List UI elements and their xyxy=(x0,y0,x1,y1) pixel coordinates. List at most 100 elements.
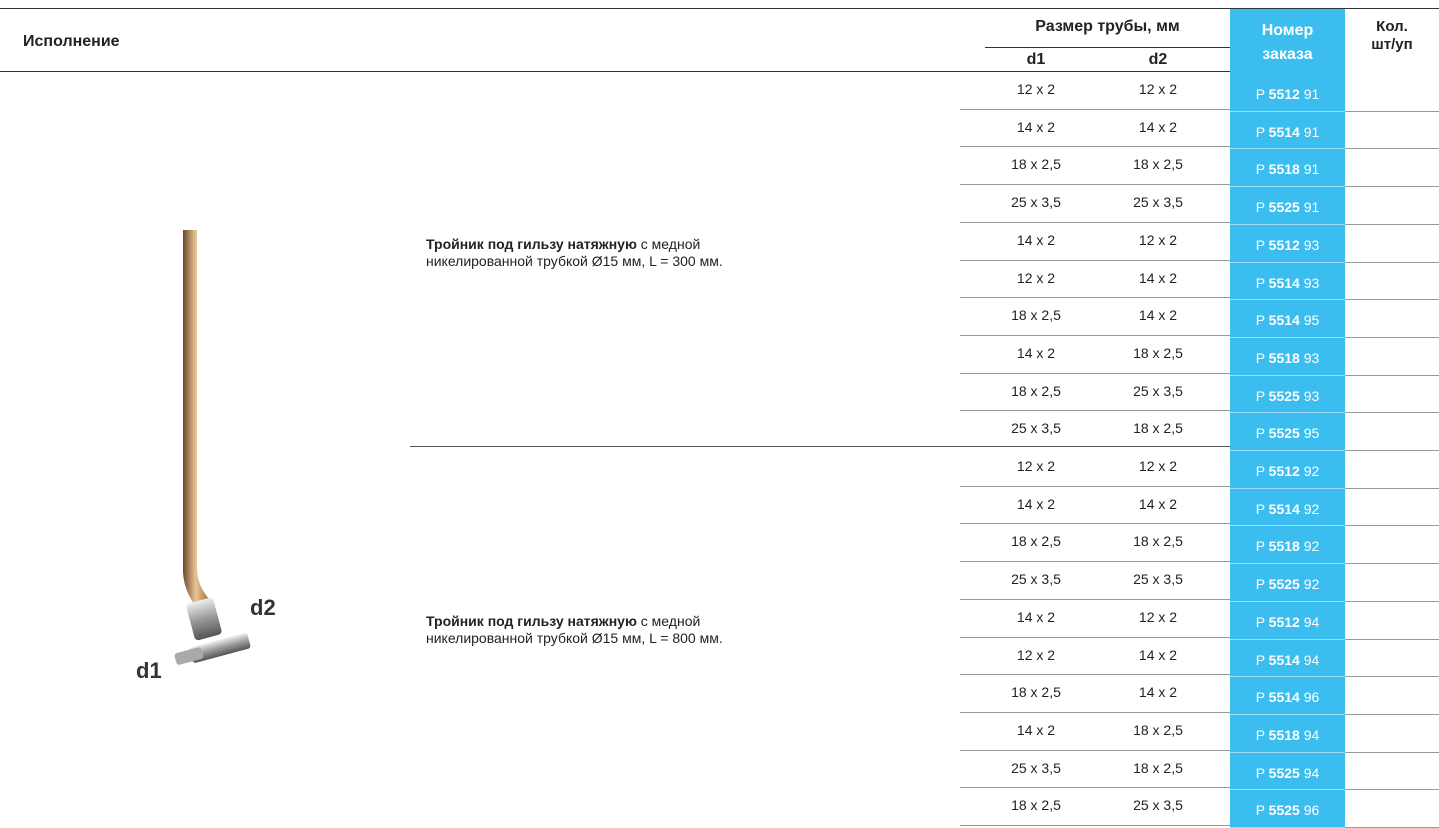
row-line xyxy=(960,410,1230,412)
order-prefix: P xyxy=(1255,689,1265,706)
order-prefix: P xyxy=(1255,274,1265,291)
order-code: 5514 xyxy=(1268,312,1300,329)
d1: 12 x 2 xyxy=(1016,646,1056,663)
row-line-qty xyxy=(1345,600,1439,602)
row-line-blue xyxy=(1230,336,1345,338)
row-line-blue xyxy=(1230,638,1345,640)
order-suffix: 93 xyxy=(1303,349,1320,366)
order-prefix: P xyxy=(1255,199,1265,216)
order-suffix: 96 xyxy=(1303,802,1320,819)
order-prefix: P xyxy=(1255,349,1265,366)
row-line-qty xyxy=(1345,751,1439,753)
row-line xyxy=(960,485,1230,487)
order-number: P 5514 92 xyxy=(1230,501,1345,517)
d2: 18 x 2,5 xyxy=(1133,533,1183,550)
d2: 18 x 2,5 xyxy=(1133,344,1183,361)
row-line xyxy=(960,561,1230,563)
row-line xyxy=(960,523,1230,525)
d2: 25 x 3,5 xyxy=(1133,797,1183,814)
row-line-blue xyxy=(1230,676,1345,678)
row-line-qty xyxy=(1345,450,1439,451)
d1: 18 x 2,5 xyxy=(1011,684,1061,701)
d1: 12 x 2 xyxy=(1016,269,1056,286)
order-suffix: 91 xyxy=(1303,123,1320,140)
order-code: 5512 xyxy=(1268,236,1300,253)
order-code: 5514 xyxy=(1268,274,1300,291)
d2: 25 x 3,5 xyxy=(1133,382,1183,399)
order-prefix: P xyxy=(1255,463,1265,479)
row-line xyxy=(960,297,1230,299)
order-prefix: P xyxy=(1255,764,1265,781)
d1: 18 x 2,5 xyxy=(1011,382,1061,399)
row-line-blue xyxy=(1230,450,1345,451)
order-prefix: P xyxy=(1255,500,1265,517)
order-code: 5518 xyxy=(1268,161,1300,178)
row-line-blue xyxy=(1230,713,1345,715)
order-suffix: 91 xyxy=(1303,86,1320,102)
order-number: P 5512 91 xyxy=(1230,86,1345,102)
order-code: 5525 xyxy=(1268,199,1300,216)
row-line xyxy=(960,372,1230,374)
row-line-qty xyxy=(1345,110,1439,112)
row-line xyxy=(960,184,1230,186)
order-code: 5525 xyxy=(1268,425,1300,442)
order-number: P 5514 95 xyxy=(1230,312,1345,328)
col-qty-2: шт/уп xyxy=(1371,36,1413,53)
d1: 14 x 2 xyxy=(1016,231,1056,248)
tee-end xyxy=(174,647,204,665)
row-line-qty xyxy=(1345,713,1439,715)
order-prefix: P xyxy=(1255,236,1265,253)
row-line-blue xyxy=(1230,412,1345,414)
col-order-1: Номер xyxy=(1261,22,1314,39)
order-number: P 5514 91 xyxy=(1230,124,1345,140)
d1: 14 x 2 xyxy=(1016,608,1056,625)
row-line xyxy=(960,749,1230,751)
order-suffix: 92 xyxy=(1303,463,1320,479)
d1: 18 x 2,5 xyxy=(1011,156,1061,173)
order-code: 5525 xyxy=(1268,764,1300,781)
description-text: с медной xyxy=(636,612,701,629)
col-execution: Исполнение xyxy=(23,33,120,50)
row-line-blue xyxy=(1230,487,1345,489)
row-line-blue xyxy=(1230,525,1345,527)
d2: 25 x 3,5 xyxy=(1133,194,1183,211)
order-number: P 5512 94 xyxy=(1230,614,1345,630)
d1: 18 x 2,5 xyxy=(1011,533,1061,550)
order-code: 5512 xyxy=(1268,86,1300,102)
order-suffix: 91 xyxy=(1303,161,1320,178)
order-code: 5514 xyxy=(1268,123,1300,140)
tee xyxy=(189,633,251,663)
d1: 18 x 2,5 xyxy=(1011,307,1061,324)
d2: 12 x 2 xyxy=(1138,231,1178,248)
pipe xyxy=(183,230,215,615)
label-d1: d1 xyxy=(136,658,162,680)
order-prefix: P xyxy=(1255,613,1265,630)
d2: 18 x 2,5 xyxy=(1133,721,1183,738)
row-line-blue xyxy=(1230,600,1345,602)
order-number: P 5518 91 xyxy=(1230,161,1345,177)
order-prefix: P xyxy=(1255,123,1265,140)
row-line xyxy=(960,711,1230,713)
d1: 18 x 2,5 xyxy=(1011,797,1061,814)
d1: 25 x 3,5 xyxy=(1011,194,1061,211)
row-line-blue xyxy=(1230,261,1345,263)
col-order-2: заказа xyxy=(1262,46,1313,63)
d1: 14 x 2 xyxy=(1016,344,1056,361)
row-line-blue xyxy=(1230,751,1345,753)
description-line-1: Тройник под гильзу натяжную с медной xyxy=(426,613,723,630)
label-d2: d2 xyxy=(250,595,276,620)
order-suffix: 92 xyxy=(1303,576,1320,593)
row-line xyxy=(960,636,1230,638)
d2: 14 x 2 xyxy=(1138,307,1178,324)
group-description: Тройник под гильзу натяжную с медной нике… xyxy=(426,613,723,647)
d1: 14 x 2 xyxy=(1016,721,1056,738)
row-line xyxy=(960,598,1230,600)
order-code: 5514 xyxy=(1268,651,1300,668)
d2: 12 x 2 xyxy=(1138,608,1178,625)
col-d1: d1 xyxy=(1026,51,1046,68)
order-number: P 5514 94 xyxy=(1230,652,1345,668)
order-prefix: P xyxy=(1255,726,1265,743)
order-prefix: P xyxy=(1255,651,1265,668)
group-separator xyxy=(410,446,1230,447)
row-line-blue xyxy=(1230,563,1345,565)
